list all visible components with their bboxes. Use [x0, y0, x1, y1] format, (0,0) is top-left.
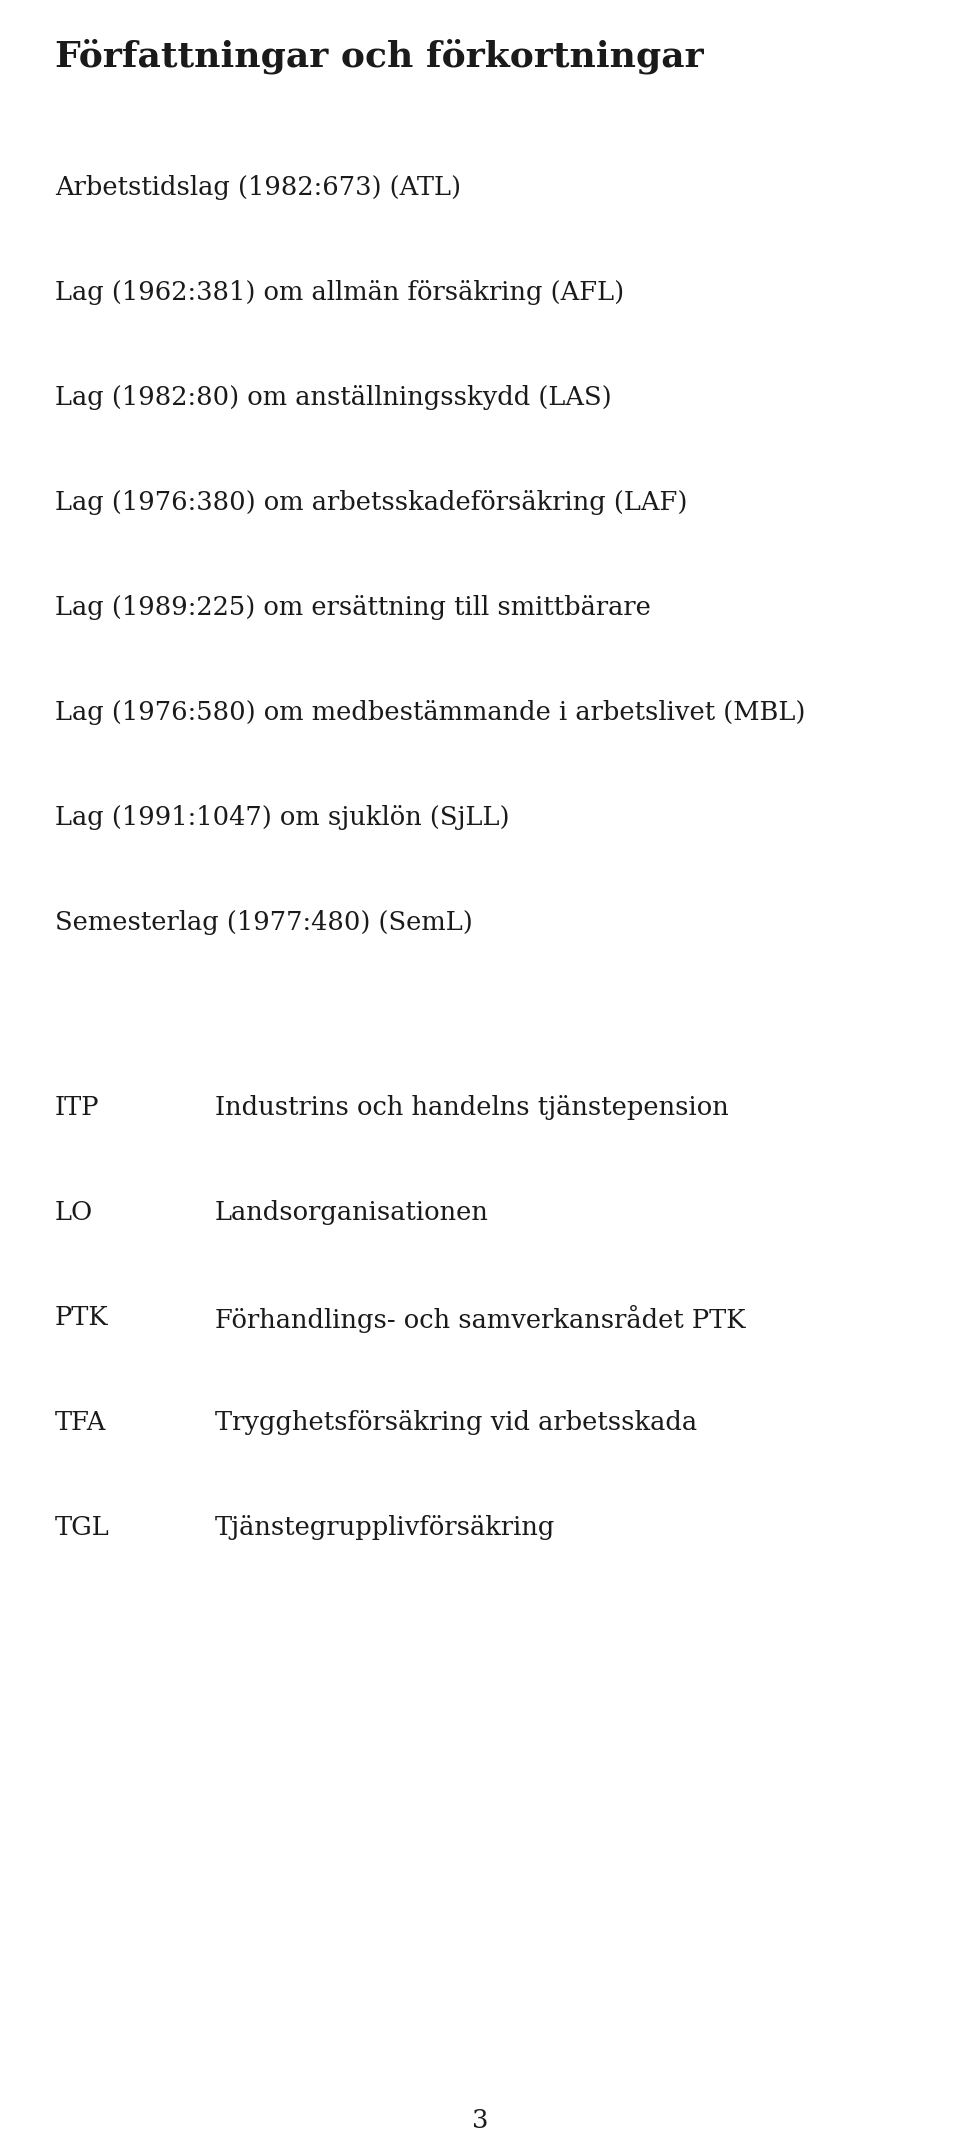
- Text: Industrins och handelns tjänstepension: Industrins och handelns tjänstepension: [215, 1095, 729, 1121]
- Text: Landsorganisationen: Landsorganisationen: [215, 1200, 489, 1226]
- Text: 3: 3: [471, 2108, 489, 2132]
- Text: PTK: PTK: [55, 1305, 108, 1329]
- Text: Trygghetsförsäkring vid arbetsskada: Trygghetsförsäkring vid arbetsskada: [215, 1411, 697, 1434]
- Text: Lag (1991:1047) om sjuklön (SjLL): Lag (1991:1047) om sjuklön (SjLL): [55, 805, 510, 831]
- Text: Lag (1976:580) om medbestämmande i arbetslivet (MBL): Lag (1976:580) om medbestämmande i arbet…: [55, 700, 805, 726]
- Text: Lag (1982:80) om anställningsskydd (LAS): Lag (1982:80) om anställningsskydd (LAS): [55, 384, 612, 410]
- Text: LO: LO: [55, 1200, 93, 1226]
- Text: Förhandlings- och samverkansrådet PTK: Förhandlings- och samverkansrådet PTK: [215, 1305, 746, 1333]
- Text: Författningar och förkortningar: Författningar och förkortningar: [55, 39, 704, 73]
- Text: TGL: TGL: [55, 1516, 109, 1539]
- Text: Semesterlag (1977:480) (SemL): Semesterlag (1977:480) (SemL): [55, 910, 472, 934]
- Text: Lag (1962:381) om allmän försäkring (AFL): Lag (1962:381) om allmän försäkring (AFL…: [55, 279, 624, 305]
- Text: Tjänstegrupplivförsäkring: Tjänstegrupplivförsäkring: [215, 1516, 556, 1539]
- Text: Arbetstidslag (1982:673) (ATL): Arbetstidslag (1982:673) (ATL): [55, 176, 461, 200]
- Text: Lag (1976:380) om arbetsskadeförsäkring (LAF): Lag (1976:380) om arbetsskadeförsäkring …: [55, 490, 687, 515]
- Text: TFA: TFA: [55, 1411, 107, 1434]
- Text: ITP: ITP: [55, 1095, 100, 1121]
- Text: Lag (1989:225) om ersättning till smittbärare: Lag (1989:225) om ersättning till smittb…: [55, 595, 651, 620]
